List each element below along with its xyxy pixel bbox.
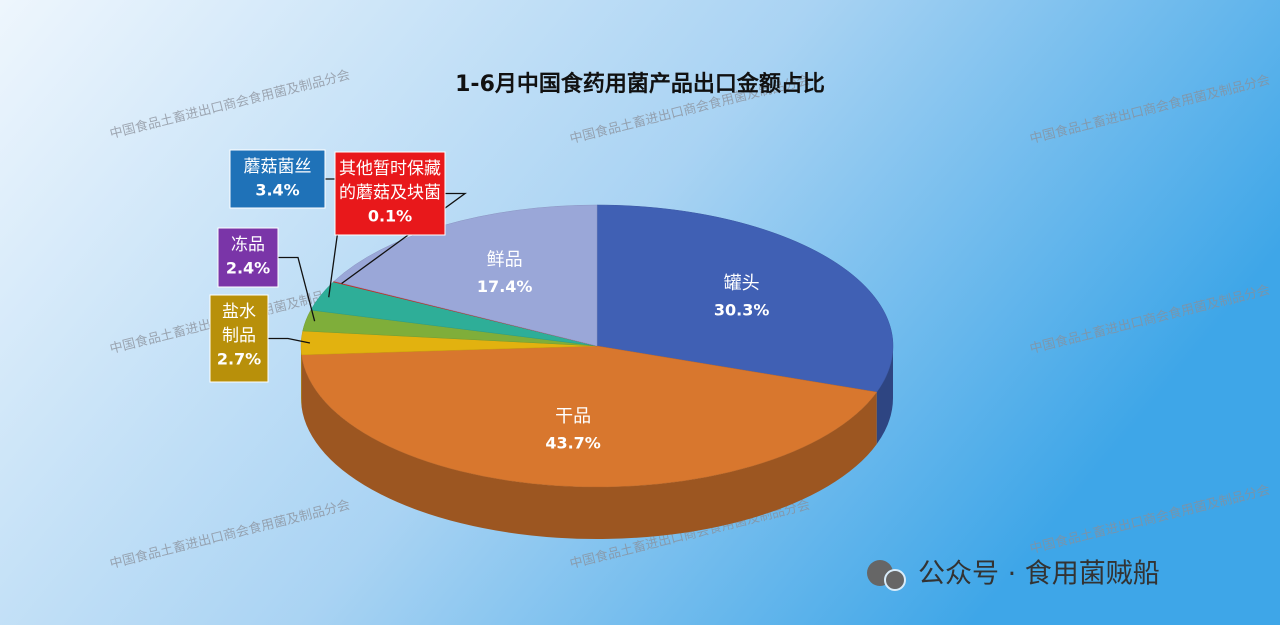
slice [596, 204, 894, 393]
category-label: 蘑菇菌丝 [244, 157, 312, 177]
category-label: 鲜品 [487, 250, 523, 271]
category-label: 干品 [555, 406, 591, 427]
value-label: 3.4% [255, 181, 299, 200]
value-label: 0.1% [368, 207, 412, 226]
category-label: 盐水制品 [222, 302, 256, 346]
value-label: 30.3% [714, 300, 770, 319]
slice-side [301, 354, 877, 540]
chart-title: 1-6月中国食药用菌产品出口金额占比 [455, 71, 825, 97]
leader-line [341, 192, 467, 285]
slice-side [301, 346, 302, 407]
leader-line [268, 337, 311, 344]
label-box [209, 294, 269, 383]
label-box [334, 151, 446, 236]
value-label: 2.7% [217, 350, 261, 369]
category-label: 冻品 [231, 235, 265, 255]
category-label: 罐头 [724, 273, 760, 294]
value-label: 43.7% [545, 433, 601, 452]
label-box [229, 149, 326, 209]
wechat-icon [884, 569, 906, 591]
value-label: 17.4% [477, 277, 533, 296]
leader-line [278, 256, 316, 322]
slice-side [876, 346, 893, 445]
slice [301, 345, 878, 488]
label-box [217, 227, 279, 288]
pie: 罐头 30.3% 干品 43.7% 盐水制品 2.7% 冻品 2.4% 蘑菇菌丝 3.4% 其他暂时… [209, 149, 894, 540]
value-label: 2.4% [226, 259, 270, 278]
footer-text: 公众号 · 食用菌贼船 [918, 559, 1160, 590]
category-label: 其他暂时保藏的蘑菇及块菌 [339, 159, 441, 203]
footer: 公众号 · 食用菌贼船 [867, 559, 1160, 591]
